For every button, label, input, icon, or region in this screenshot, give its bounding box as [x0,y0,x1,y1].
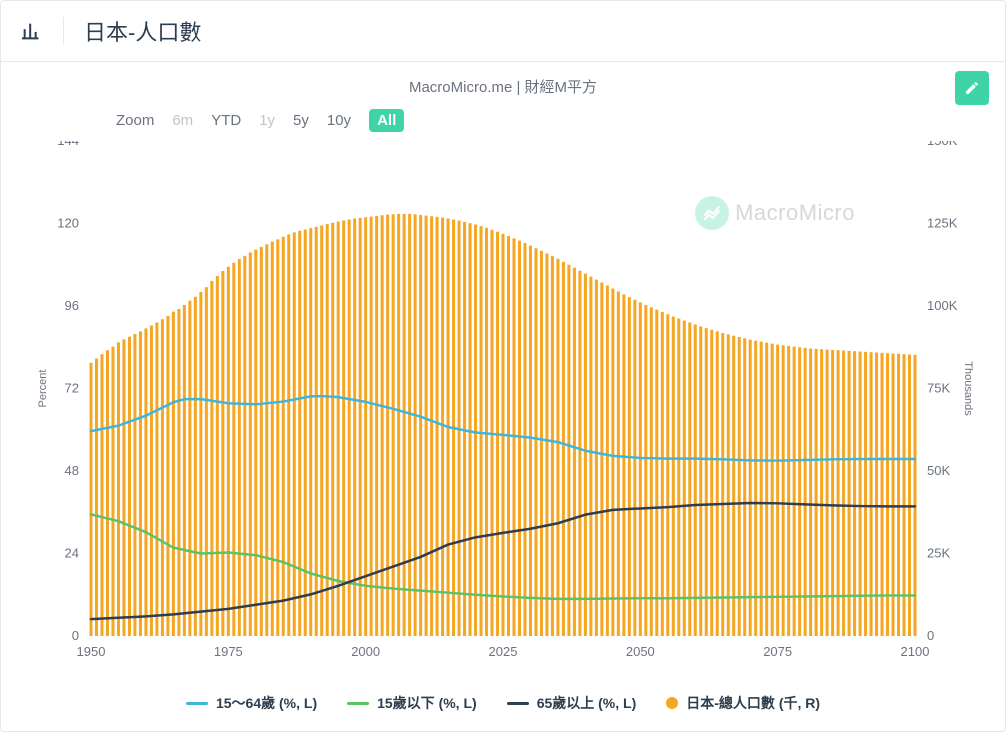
zoom-btn-5y[interactable]: 5y [293,112,309,129]
zoom-controls: Zoom 6m YTD 1y 5y 10y All [116,109,404,132]
bar-chart-icon [21,20,43,42]
svg-text:125K: 125K [927,216,958,231]
svg-text:120: 120 [57,216,79,231]
legend-label: 15～64歲 (%, L) [216,693,317,713]
svg-text:96: 96 [65,298,79,313]
svg-text:72: 72 [65,381,79,396]
zoom-btn-10y[interactable]: 10y [327,112,351,129]
svg-text:2025: 2025 [489,644,518,659]
legend-swatch [347,702,369,705]
legend: 15～64歲 (%, L) 15歲以下 (%, L) 65歲以上 (%, L) 日本-… [1,693,1005,713]
svg-text:75K: 75K [927,381,950,396]
zoom-label: Zoom [116,112,154,129]
svg-text:1950: 1950 [77,644,106,659]
page-title: 日本-人口數 [84,15,201,47]
legend-item[interactable]: 15歲以下 (%, L) [347,693,477,713]
zoom-btn-all[interactable]: All [369,109,404,132]
legend-label: 65歲以上 (%, L) [537,693,637,713]
svg-text:1975: 1975 [214,644,243,659]
zoom-btn-6m: 6m [172,112,193,129]
svg-text:Percent: Percent [37,370,49,408]
svg-text:50K: 50K [927,463,950,478]
legend-label: 15歲以下 (%, L) [377,693,477,713]
zoom-btn-1y: 1y [259,112,275,129]
card-header: 日本-人口數 [1,1,1005,62]
zoom-btn-ytd[interactable]: YTD [211,112,241,129]
svg-text:48: 48 [65,463,79,478]
svg-text:2000: 2000 [351,644,380,659]
svg-text:2075: 2075 [763,644,792,659]
svg-text:144: 144 [57,141,79,148]
svg-text:100K: 100K [927,298,958,313]
legend-label: 日本-總人口數 (千, R) [686,693,820,713]
legend-swatch [186,702,208,705]
header-divider [63,17,64,45]
legend-swatch [507,702,529,705]
legend-item[interactable]: 65歲以上 (%, L) [507,693,637,713]
svg-text:Thousands: Thousands [962,361,974,416]
legend-item[interactable]: 15～64歲 (%, L) [186,693,317,713]
chart-card: 日本-人口數 MacroMicro.me | 財經M平方 Zoom 6m YTD 1… [0,0,1006,732]
legend-swatch [666,697,678,709]
svg-text:150K: 150K [927,141,958,148]
legend-item[interactable]: 日本-總人口數 (千, R) [666,693,820,713]
svg-text:24: 24 [65,546,79,561]
pencil-icon [964,80,980,96]
svg-text:2050: 2050 [626,644,655,659]
edit-button[interactable] [955,71,989,105]
chart-subtitle: MacroMicro.me | 財經M平方 [1,76,1005,97]
svg-text:2100: 2100 [901,644,930,659]
chart-area[interactable]: 0 24 48 72 96 120 144 0 25K 50K 75K 100K 125K 150K 195… [31,141,975,666]
svg-text:0: 0 [927,628,934,643]
svg-text:25K: 25K [927,546,950,561]
svg-text:0: 0 [72,628,79,643]
